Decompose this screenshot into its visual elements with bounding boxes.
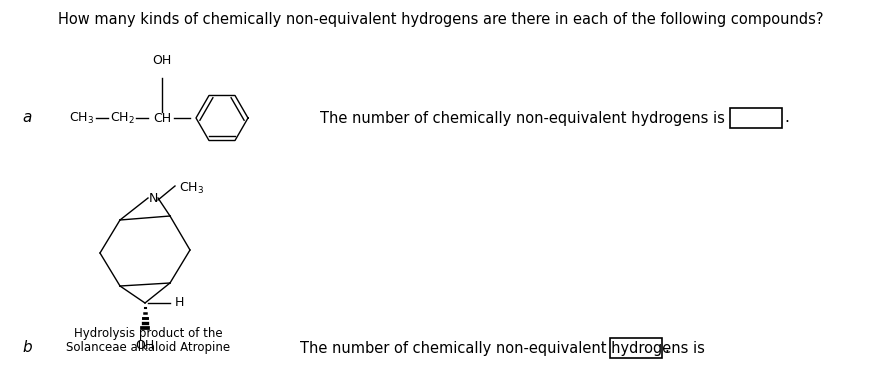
Text: .: . [664, 340, 669, 355]
Text: How many kinds of chemically non-equivalent hydrogens are there in each of the f: How many kinds of chemically non-equival… [58, 12, 824, 27]
Text: .: . [784, 111, 788, 126]
Text: OH: OH [152, 54, 172, 67]
Text: Hydrolysis product of the: Hydrolysis product of the [74, 326, 222, 339]
Text: N: N [148, 192, 158, 205]
Text: Solanceae alkaloid Atropine: Solanceae alkaloid Atropine [66, 340, 230, 354]
Text: CH$_3$: CH$_3$ [179, 180, 204, 196]
Text: CH$_2$: CH$_2$ [109, 110, 135, 126]
Text: The number of chemically non-equivalent hydrogens is: The number of chemically non-equivalent … [300, 340, 705, 355]
Text: a: a [22, 111, 32, 126]
Bar [730, 108, 782, 128]
Bar [610, 338, 662, 358]
Text: CH$_3$: CH$_3$ [70, 110, 94, 126]
Text: CH: CH [153, 111, 171, 124]
Text: b: b [22, 340, 32, 355]
Text: OH: OH [136, 339, 155, 352]
Text: The number of chemically non-equivalent hydrogens is: The number of chemically non-equivalent … [320, 111, 725, 126]
Text: H: H [175, 296, 184, 309]
